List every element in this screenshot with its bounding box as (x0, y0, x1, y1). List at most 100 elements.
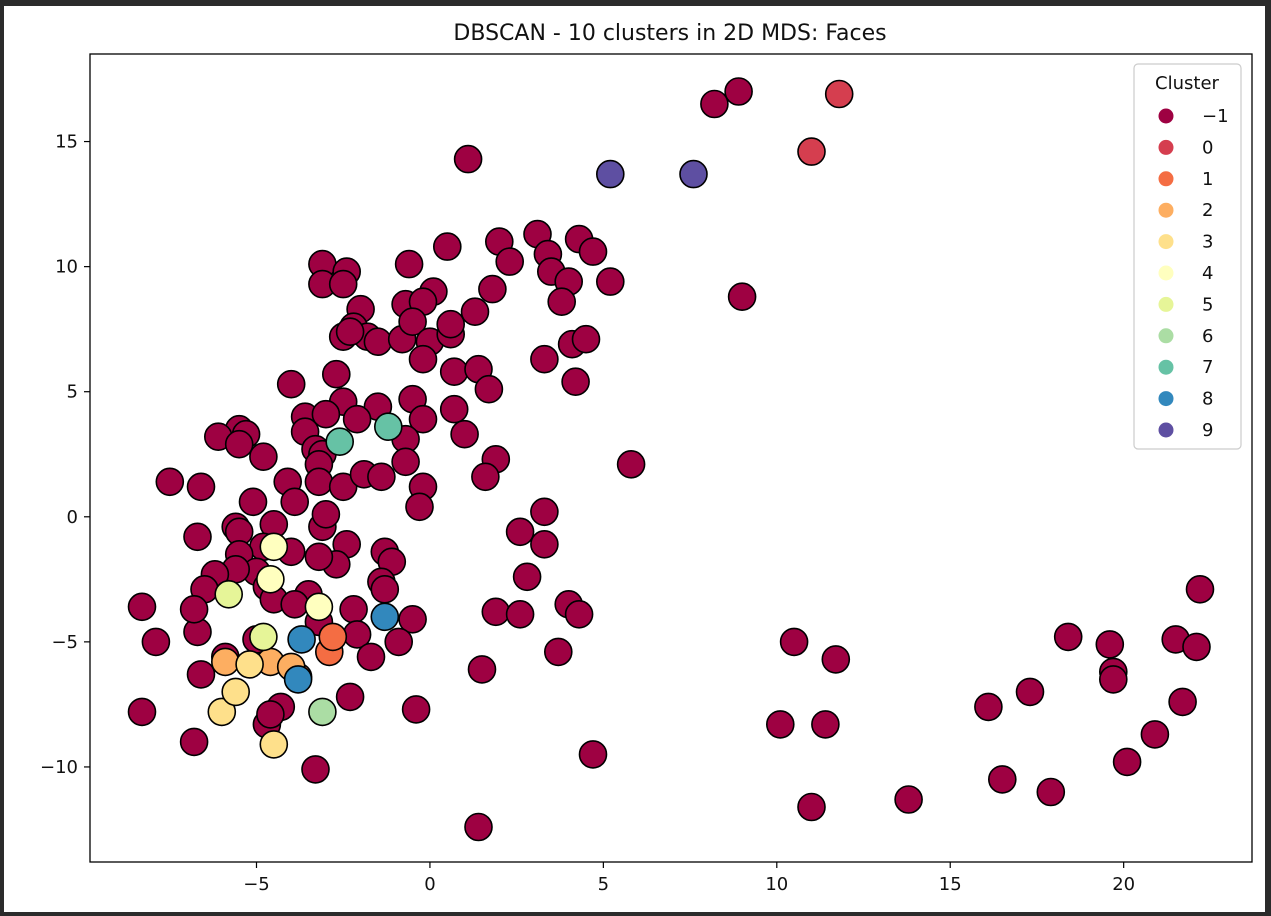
data-point (384, 627, 414, 657)
data-point (436, 309, 466, 339)
scatter-plot: DBSCAN - 10 clusters in 2D MDS: Faces −5… (40, 21, 1253, 895)
y-tick-label: 15 (55, 132, 78, 153)
legend-marker (1158, 234, 1174, 250)
data-point (238, 487, 268, 517)
legend-label: 7 (1202, 357, 1213, 378)
data-point (439, 394, 469, 424)
data-point (460, 297, 490, 327)
legend-marker (1158, 202, 1174, 218)
data-point (367, 462, 396, 492)
data-point (495, 247, 525, 276)
data-point (408, 404, 438, 434)
legend-label: 6 (1202, 326, 1213, 347)
data-point (280, 589, 310, 619)
legend-marker (1158, 359, 1174, 375)
data-point (1168, 687, 1197, 717)
data-point (578, 740, 608, 769)
data-point (811, 710, 840, 739)
x-tick-label: −5 (243, 874, 270, 895)
data-point (595, 267, 625, 296)
data-point (987, 765, 1017, 794)
data-point (797, 792, 826, 822)
data-point (547, 287, 577, 317)
legend-marker (1158, 391, 1174, 407)
data-point (321, 359, 351, 389)
data-point (311, 399, 341, 429)
data-point (727, 282, 757, 312)
data-point (328, 472, 358, 502)
data-point (543, 637, 573, 667)
data-point (595, 159, 625, 189)
data-point (224, 429, 254, 459)
data-point (439, 357, 469, 387)
legend-box (1133, 63, 1242, 450)
data-point (450, 419, 479, 449)
data-point (679, 159, 708, 189)
data-point (471, 462, 500, 492)
data-point (207, 697, 237, 727)
x-tick-label: 5 (598, 874, 609, 895)
data-point (356, 642, 386, 672)
legend-marker (1158, 422, 1174, 438)
data-point (325, 427, 355, 457)
data-point (235, 650, 264, 679)
data-point (283, 665, 313, 694)
data-point (724, 77, 753, 106)
data-point (1095, 630, 1125, 659)
data-point (370, 602, 400, 632)
data-point (259, 730, 289, 759)
data-point (363, 327, 393, 357)
data-point (974, 692, 1003, 722)
data-point (183, 522, 212, 552)
data-point (259, 532, 289, 562)
data-point (280, 487, 310, 517)
legend-label: 0 (1202, 137, 1213, 158)
legend: Cluster −1 0 1 2 3 4 5 6 7 8 9 (1133, 63, 1242, 450)
data-point (1140, 720, 1170, 749)
data-point (318, 622, 348, 652)
data-point (821, 645, 851, 674)
data-point (561, 367, 590, 397)
data-point (571, 324, 601, 354)
legend-label: 3 (1202, 232, 1213, 253)
data-point (391, 447, 420, 477)
axes-frame (89, 53, 1253, 863)
data-point (394, 249, 424, 279)
legend-label: 1 (1202, 169, 1213, 190)
data-point (530, 497, 559, 527)
data-point (408, 344, 438, 374)
data-point (256, 700, 285, 729)
data-point (616, 449, 646, 479)
data-point (179, 594, 209, 624)
y-tick-label: −10 (40, 757, 78, 778)
data-point (211, 647, 240, 677)
data-point (335, 682, 365, 712)
x-tick-label: 10 (765, 874, 788, 895)
legend-marker (1158, 139, 1174, 155)
legend-marker (1158, 265, 1174, 281)
data-point (824, 79, 854, 109)
data-point (398, 307, 427, 337)
data-point (328, 269, 358, 299)
legend-marker (1158, 296, 1174, 312)
data-point (1112, 747, 1142, 777)
data-point (373, 412, 403, 442)
data-point (1099, 665, 1128, 694)
data-point (1015, 677, 1045, 707)
x-tick-label: 20 (1112, 874, 1135, 895)
data-point (564, 599, 594, 629)
data-point (453, 144, 483, 174)
data-point (405, 492, 434, 522)
data-point (214, 579, 243, 609)
legend-marker (1158, 328, 1174, 344)
legend-label: 8 (1202, 389, 1213, 410)
data-point (512, 562, 542, 592)
data-point (287, 625, 316, 654)
data-point (221, 677, 250, 707)
data-point (432, 232, 462, 261)
data-point (505, 599, 535, 629)
legend-entries: −1 0 1 2 3 4 5 6 7 8 9 (1158, 106, 1229, 441)
data-point (311, 499, 341, 529)
legend-marker (1158, 108, 1174, 124)
data-point (304, 467, 334, 497)
